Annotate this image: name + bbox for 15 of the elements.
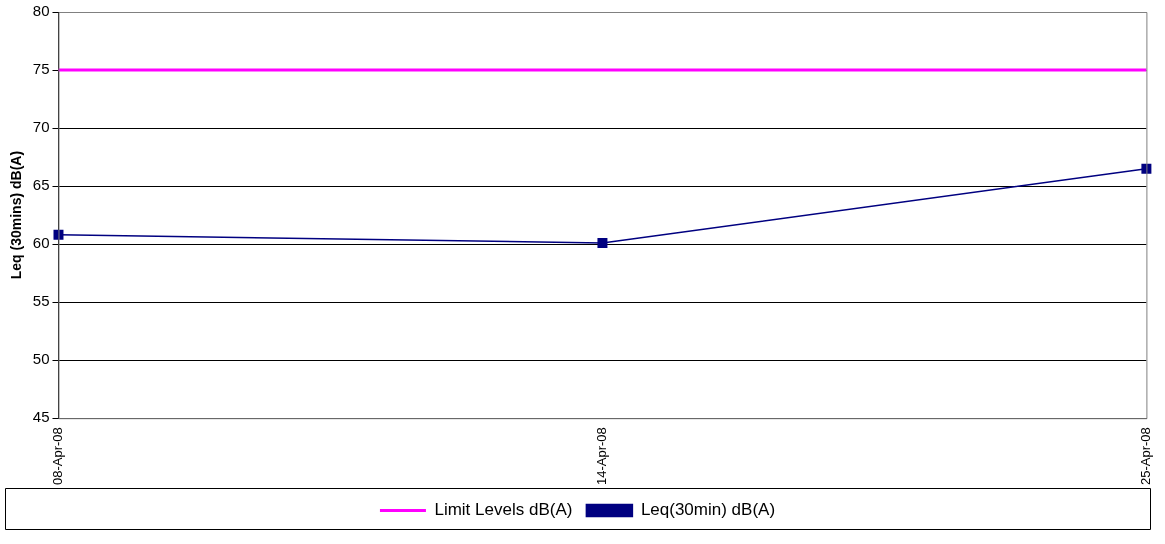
y-axis-title: Leq (30mins) dB(A) bbox=[8, 150, 25, 280]
y-tick-label: 50 bbox=[32, 350, 50, 368]
point bbox=[597, 237, 608, 248]
y-tick-label: 55 bbox=[32, 292, 50, 310]
y-tick-label: 75 bbox=[32, 60, 50, 78]
y-tick-label: 70 bbox=[32, 118, 50, 136]
y-tick-label: 65 bbox=[32, 176, 50, 194]
y-tick-label: 60 bbox=[32, 234, 50, 252]
x-tick-label: 14-Apr-08 bbox=[594, 427, 610, 485]
legend-label: Leq(30min) dB(A) bbox=[640, 500, 776, 520]
x-tick-label: 08-Apr-08 bbox=[50, 427, 66, 485]
legend-label: Limit Levels dB(A) bbox=[434, 500, 573, 520]
y-tick-label: 45 bbox=[32, 408, 50, 426]
x-tick-label: 25-Apr-08 bbox=[1137, 427, 1153, 485]
y-tick-label: 80 bbox=[32, 2, 50, 20]
